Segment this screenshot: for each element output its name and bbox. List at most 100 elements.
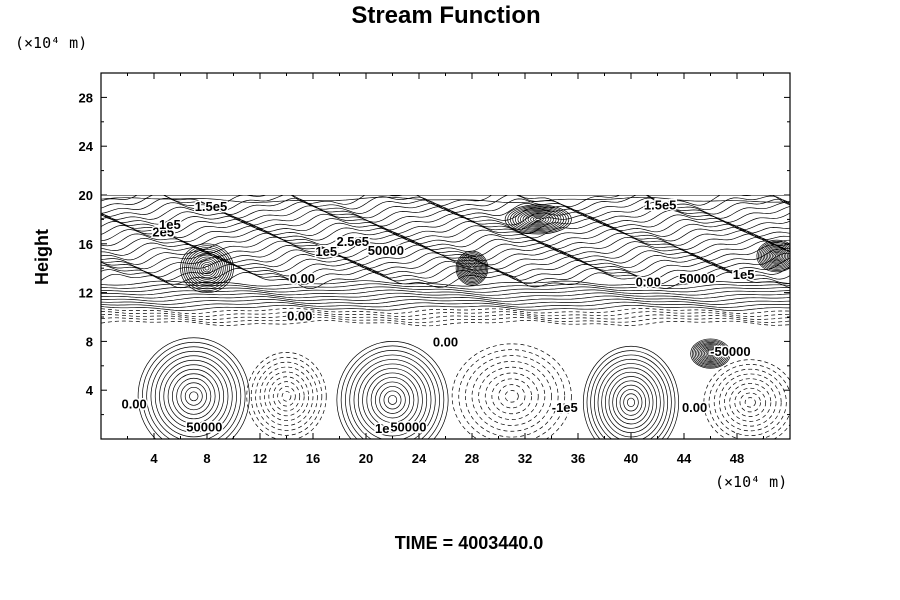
contour-label: -50000 xyxy=(710,344,750,359)
positive-contour xyxy=(458,253,486,284)
positive-contour xyxy=(532,216,544,223)
positive-contour xyxy=(756,239,790,273)
positive-contour xyxy=(522,212,554,227)
x-tick-label: 28 xyxy=(465,451,479,466)
negative-contour xyxy=(264,371,309,422)
negative-contour xyxy=(277,386,296,407)
contour-label: 1e5 xyxy=(733,267,755,282)
positive-contour xyxy=(773,253,781,259)
contour-label: -1e5 xyxy=(552,400,578,415)
positive-contour xyxy=(383,390,402,410)
contour-label: 1e5 xyxy=(375,421,397,436)
positive-contour xyxy=(626,397,636,408)
contour-label: 0.00 xyxy=(287,309,312,324)
positive-contour xyxy=(202,264,212,273)
positive-contour xyxy=(593,358,669,439)
positive-contour xyxy=(142,341,246,439)
positive-contour xyxy=(101,196,790,203)
positive-contour xyxy=(101,286,790,293)
time-label: TIME = 4003440.0 xyxy=(395,533,544,553)
negative-contour xyxy=(458,349,566,439)
y-tick-label: 4 xyxy=(86,383,94,398)
negative-contour xyxy=(250,356,323,436)
positive-contour xyxy=(708,352,713,356)
positive-contour xyxy=(184,386,203,406)
x-axis-unit: (×10⁴ m) xyxy=(715,473,787,491)
contour-label: 2e5 xyxy=(152,224,174,239)
positive-contour xyxy=(101,221,790,239)
negative-contour xyxy=(101,320,790,327)
positive-contour xyxy=(353,359,432,439)
positive-contour xyxy=(101,195,790,207)
positive-contour xyxy=(525,213,552,226)
positive-contour xyxy=(336,341,449,439)
negative-contour xyxy=(498,384,526,409)
contour-label: 0.00 xyxy=(121,397,146,412)
positive-contour xyxy=(101,298,790,305)
contour-label: 1e5 xyxy=(315,244,337,259)
positive-contour xyxy=(101,292,790,299)
positive-contour xyxy=(705,349,716,358)
x-tick-label: 12 xyxy=(253,451,267,466)
negative-contour xyxy=(744,397,756,408)
positive-contour xyxy=(370,377,415,423)
negative-contour xyxy=(259,366,314,426)
contour-lines xyxy=(101,195,790,439)
positive-contour xyxy=(463,258,481,278)
positive-contour xyxy=(615,384,647,421)
positive-contour xyxy=(770,250,784,262)
x-tick-label: 36 xyxy=(571,451,585,466)
contour-label: 0.00 xyxy=(636,275,661,290)
negative-contour xyxy=(451,343,572,439)
positive-contour xyxy=(101,304,790,311)
x-tick-label: 16 xyxy=(306,451,320,466)
contour-label: 1.5e5 xyxy=(195,199,228,214)
y-axis-unit: (×10⁴ m) xyxy=(15,34,87,52)
contour-label: 0.00 xyxy=(433,334,458,349)
positive-contour xyxy=(137,337,250,439)
positive-contour xyxy=(460,256,484,281)
positive-contour xyxy=(520,211,557,228)
positive-contour xyxy=(101,289,790,296)
positive-contour xyxy=(159,359,229,433)
positive-contour xyxy=(101,244,790,262)
positive-contour xyxy=(101,228,790,247)
positive-contour xyxy=(758,241,790,271)
positive-contour xyxy=(101,268,790,286)
negative-contour xyxy=(478,366,546,426)
y-tick-label: 24 xyxy=(79,139,94,154)
contour-label: 1.5e5 xyxy=(644,198,677,213)
negative-contour xyxy=(729,383,772,422)
positive-contour xyxy=(761,243,790,269)
positive-contour xyxy=(702,347,719,360)
positive-contour xyxy=(375,381,410,419)
contour-label: 1e5 xyxy=(159,217,181,232)
negative-contour xyxy=(471,360,552,432)
positive-contour xyxy=(459,254,485,282)
positive-contour xyxy=(101,195,790,211)
negative-contour xyxy=(713,368,787,436)
y-tick-label: 20 xyxy=(79,188,93,203)
positive-contour xyxy=(690,338,731,369)
negative-contour xyxy=(739,392,761,413)
contour-label: 50000 xyxy=(368,243,404,258)
positive-contour xyxy=(771,251,782,261)
positive-contour xyxy=(146,346,242,439)
positive-contour xyxy=(387,395,398,405)
negative-contour xyxy=(101,316,790,324)
positive-contour xyxy=(340,345,445,439)
positive-contour xyxy=(101,260,790,278)
positive-contour xyxy=(527,214,549,225)
positive-contour xyxy=(767,248,787,264)
negative-contour xyxy=(491,378,532,415)
contour-label: 0.00 xyxy=(682,400,707,415)
y-tick-label: 16 xyxy=(79,237,93,252)
positive-contour xyxy=(186,249,228,288)
positive-contour xyxy=(101,256,790,274)
x-axis-ticks: 4 8 12 16 20 24 28 32 36 40 44 48 xyxy=(127,73,764,466)
positive-contour xyxy=(623,393,639,412)
positive-contour xyxy=(180,382,207,411)
x-tick-label: 40 xyxy=(624,451,638,466)
negative-contour xyxy=(734,387,767,417)
x-tick-label: 44 xyxy=(677,451,692,466)
